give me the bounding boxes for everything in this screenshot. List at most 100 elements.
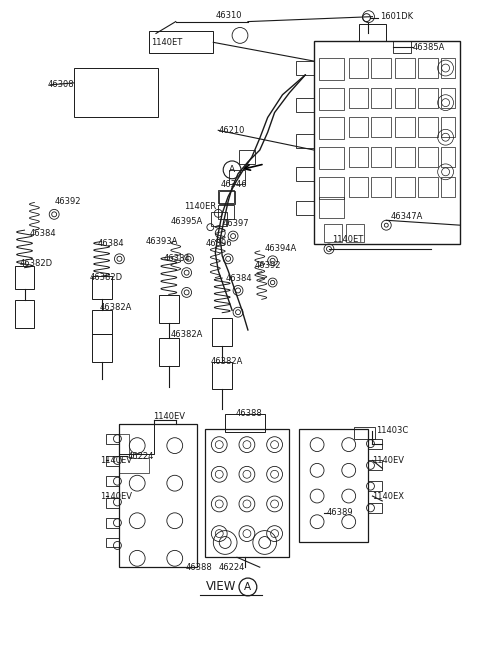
Bar xyxy=(372,88,391,108)
Text: 46382D: 46382D xyxy=(20,259,53,268)
Bar xyxy=(395,88,415,108)
Bar xyxy=(418,117,438,137)
Text: 46397: 46397 xyxy=(222,218,249,228)
Bar xyxy=(314,41,460,244)
Text: 1140ER: 1140ER xyxy=(184,202,216,211)
Bar xyxy=(346,224,363,242)
Text: 46384: 46384 xyxy=(164,255,191,263)
Text: 46392: 46392 xyxy=(255,261,281,270)
Bar xyxy=(359,24,386,41)
Bar xyxy=(218,190,234,203)
Bar xyxy=(354,427,375,439)
Bar xyxy=(369,482,383,491)
Text: 46382D: 46382D xyxy=(90,273,123,282)
Bar xyxy=(92,310,111,334)
Text: VIEW: VIEW xyxy=(206,581,237,594)
Bar xyxy=(159,295,179,323)
Text: 46382A: 46382A xyxy=(210,357,243,366)
Bar xyxy=(212,318,232,346)
Text: 46346: 46346 xyxy=(220,180,247,189)
Bar xyxy=(349,176,369,197)
Text: 46310: 46310 xyxy=(216,11,242,20)
Bar xyxy=(296,201,314,215)
Bar xyxy=(395,58,415,78)
Bar xyxy=(372,176,391,197)
Bar xyxy=(441,117,456,137)
Bar xyxy=(349,117,369,137)
Text: 1140EV: 1140EV xyxy=(100,456,132,465)
Text: 1601DK: 1601DK xyxy=(380,12,413,21)
Bar xyxy=(319,147,344,169)
Text: 1140ET: 1140ET xyxy=(332,235,363,243)
Bar xyxy=(218,205,234,219)
Bar xyxy=(14,300,35,328)
Bar xyxy=(106,476,120,486)
Text: 46384: 46384 xyxy=(29,228,56,237)
Bar xyxy=(395,176,415,197)
Bar xyxy=(418,88,438,108)
Bar xyxy=(369,439,383,449)
Bar xyxy=(106,457,120,466)
Text: 46382A: 46382A xyxy=(100,302,132,312)
Text: 46224: 46224 xyxy=(218,563,245,571)
Bar xyxy=(159,338,179,365)
Bar xyxy=(106,537,120,547)
Bar xyxy=(229,170,245,184)
Bar xyxy=(372,117,391,137)
Bar xyxy=(300,429,369,543)
Bar xyxy=(395,147,415,167)
Bar xyxy=(120,424,196,567)
Bar xyxy=(393,41,411,53)
Text: 46396: 46396 xyxy=(205,239,232,249)
Bar xyxy=(205,429,289,558)
Text: A: A xyxy=(229,165,235,174)
Text: 46224: 46224 xyxy=(127,452,154,461)
Bar xyxy=(106,518,120,527)
Bar xyxy=(106,498,120,508)
Text: 1140EV: 1140EV xyxy=(372,456,405,465)
Text: 1140ET: 1140ET xyxy=(151,38,182,47)
Text: 1140EV: 1140EV xyxy=(100,491,132,501)
Text: 46393A: 46393A xyxy=(146,237,179,245)
Text: 46392: 46392 xyxy=(54,197,81,206)
Text: 46389: 46389 xyxy=(327,508,354,518)
Bar xyxy=(296,61,314,75)
Bar xyxy=(441,147,456,167)
Bar xyxy=(369,503,383,513)
Bar xyxy=(14,266,35,289)
Bar xyxy=(418,176,438,197)
Text: 46394A: 46394A xyxy=(264,245,297,253)
Text: 1140EX: 1140EX xyxy=(372,491,405,501)
Bar xyxy=(92,334,111,361)
Bar xyxy=(441,58,456,78)
Text: 46385A: 46385A xyxy=(413,43,445,52)
Bar xyxy=(369,461,383,470)
Bar xyxy=(418,147,438,167)
Bar xyxy=(418,58,438,78)
Bar xyxy=(349,88,369,108)
Text: A: A xyxy=(244,582,252,592)
Bar xyxy=(441,88,456,108)
Bar xyxy=(219,191,235,205)
Bar xyxy=(296,134,314,148)
Bar xyxy=(74,68,158,117)
Bar xyxy=(212,361,232,389)
Bar xyxy=(372,147,391,167)
Text: 1140EV: 1140EV xyxy=(153,413,185,421)
Bar xyxy=(120,424,154,453)
Bar xyxy=(372,58,391,78)
Bar xyxy=(324,224,342,242)
Bar xyxy=(211,213,227,226)
Bar xyxy=(441,176,456,197)
Bar xyxy=(349,58,369,78)
Text: 46395A: 46395A xyxy=(171,216,203,226)
Text: 46388: 46388 xyxy=(236,409,263,419)
Text: 46347A: 46347A xyxy=(390,212,422,221)
Bar xyxy=(319,197,344,218)
Bar xyxy=(239,150,255,164)
Bar xyxy=(319,176,344,199)
Bar xyxy=(319,117,344,139)
Text: 46308: 46308 xyxy=(47,80,74,89)
Bar xyxy=(149,31,213,53)
Text: 46382A: 46382A xyxy=(171,331,203,339)
